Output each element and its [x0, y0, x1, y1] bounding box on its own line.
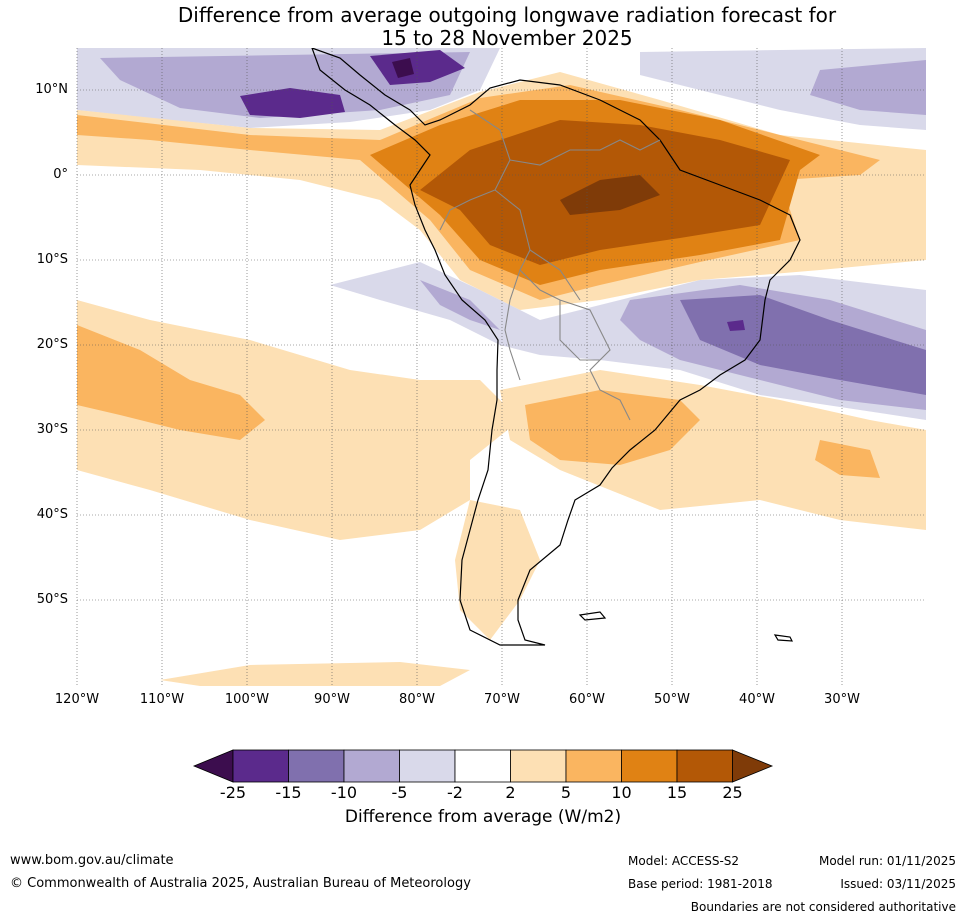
contour-plus25-amazon	[560, 175, 660, 215]
contour-minus25-atlantic-spot	[727, 320, 745, 331]
footer-model-run: Model run: 01/11/2025	[818, 854, 956, 868]
colorbar-bin-7	[565, 749, 622, 783]
footer-model: Model: ACCESS-S2	[628, 854, 740, 868]
colorbar-bin-6	[510, 749, 567, 783]
title-line-2: 15 to 28 November 2025	[381, 26, 633, 50]
contour-minus10-north	[100, 52, 470, 118]
title-line-1: Difference from average outgoing longwav…	[177, 3, 837, 27]
lon-label: 30°W	[824, 692, 860, 707]
colorbar-extend-low	[192, 749, 234, 783]
contour-minus10-ne-inner	[810, 60, 926, 115]
lat-label: 40°S	[36, 507, 68, 522]
contour-plus2-far-south	[160, 662, 470, 686]
lon-label: 90°W	[314, 692, 350, 707]
colorbar	[192, 749, 774, 783]
colorbar-tick-label: -25	[219, 783, 247, 802]
colorbar-tick-label: 2	[505, 783, 516, 802]
lon-label: 110°W	[139, 692, 185, 707]
south-georgia	[773, 634, 794, 642]
colorbar-bin-3	[343, 749, 400, 783]
colorbar-tick-label: -15	[275, 783, 302, 802]
contour-minus10-south	[420, 280, 500, 330]
anomaly-field	[77, 48, 926, 686]
lat-label: 10°N	[35, 82, 68, 97]
footer-url[interactable]: www.bom.gov.au/climate	[10, 853, 174, 868]
map-title: Difference from average outgoing longwav…	[0, 4, 965, 50]
colorbar-bin-5	[454, 749, 511, 783]
lon-label: 40°W	[739, 692, 775, 707]
colorbar-tick-label: 5	[560, 783, 572, 802]
contour-minus25-caribbean	[392, 58, 414, 78]
colorbar-tick-label: -5	[391, 783, 408, 802]
contour-plus5-south-pacific	[77, 325, 265, 440]
lat-label: 50°S	[36, 592, 68, 607]
contour-plus5-south-atlantic	[525, 390, 700, 465]
contour-plus2-patagonia	[455, 500, 540, 640]
footer-base-period: Base period: 1981-2018	[628, 877, 773, 891]
footer-copyright: © Commonwealth of Australia 2025, Austra…	[10, 876, 471, 891]
lon-label: 80°W	[399, 692, 435, 707]
lon-label: 50°W	[654, 692, 690, 707]
colorbar-tick-label: 10	[611, 783, 632, 802]
lon-label: 70°W	[484, 692, 520, 707]
south-america-coastline	[311, 48, 801, 646]
falkland-islands	[578, 611, 607, 621]
contour-plus2-south-pacific	[77, 300, 520, 540]
colorbar-bin-9	[676, 749, 733, 783]
footer-issued: Issued: 03/11/2025	[840, 877, 956, 891]
contour-plus5-atlantic-east	[815, 440, 880, 478]
footer-disclaimer: Boundaries are not considered authoritat…	[690, 900, 956, 914]
colorbar-bin-1	[232, 749, 289, 783]
lon-label: 120°W	[54, 692, 100, 707]
country-borders	[439, 109, 661, 421]
lon-label: 100°W	[224, 692, 270, 707]
contour-minus15-north	[240, 88, 345, 118]
colorbar-bin-8	[621, 749, 678, 783]
colorbar-title: Difference from average (W/m2)	[344, 807, 622, 827]
gridlines	[76, 48, 926, 686]
lat-label: 10°S	[36, 252, 68, 267]
lat-label: 20°S	[36, 337, 68, 352]
lon-label: 60°W	[569, 692, 605, 707]
contour-minus15-caribbean	[370, 50, 465, 85]
colorbar-tick-label: 25	[722, 783, 743, 802]
lat-label: 0°	[53, 167, 68, 182]
colorbar-tick-label: -10	[330, 783, 358, 802]
colorbar-tick-label: -2	[447, 783, 463, 802]
colorbar-bin-4	[399, 749, 456, 783]
colorbar-extend-high	[732, 749, 774, 783]
colorbar-bin-2	[288, 749, 345, 783]
lat-label: 30°S	[36, 422, 68, 437]
colorbar-tick-label: 15	[666, 783, 688, 802]
